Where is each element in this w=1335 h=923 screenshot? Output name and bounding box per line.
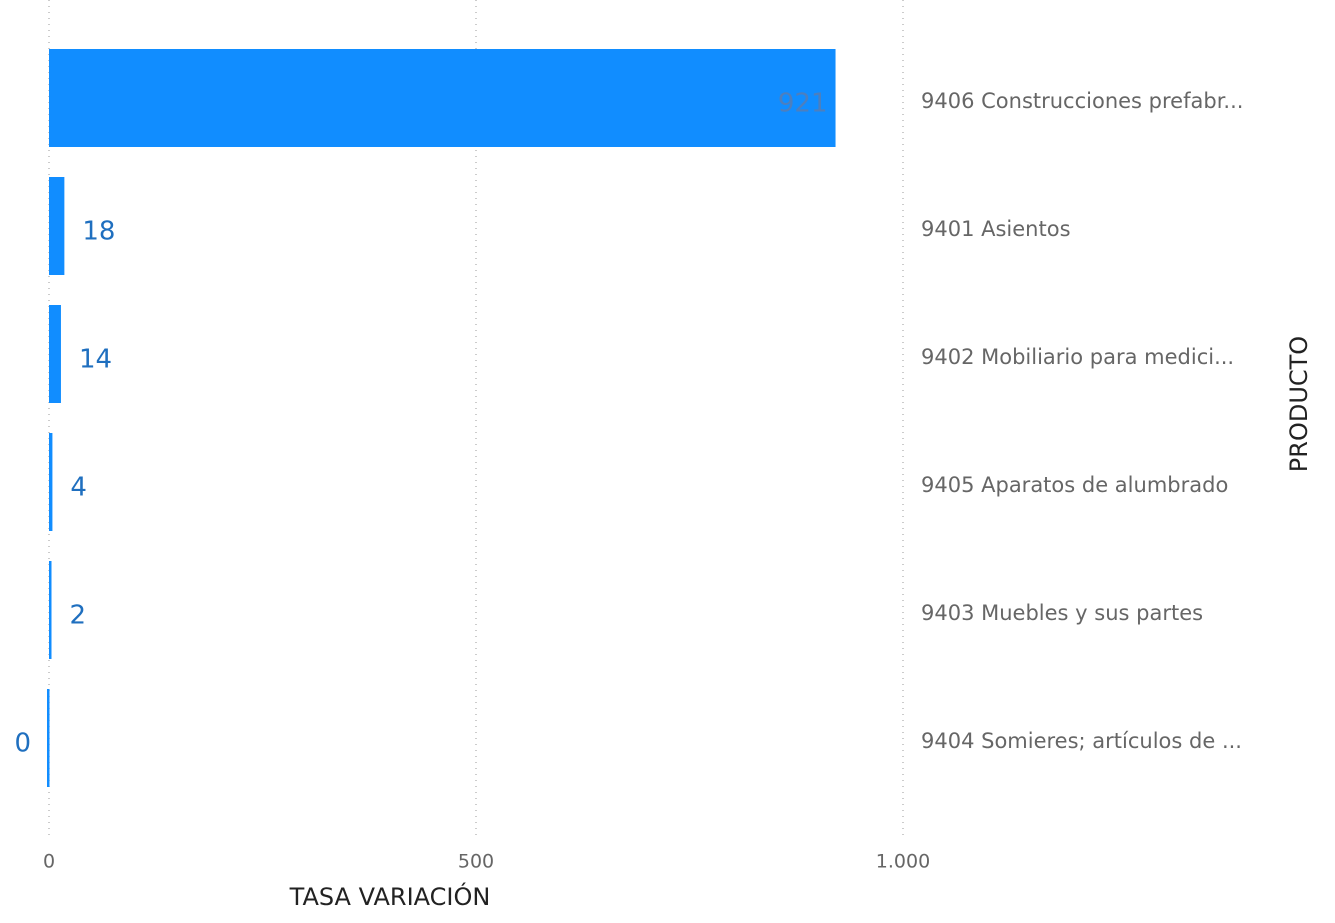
bar <box>49 49 836 147</box>
x-tick-label: 1.000 <box>876 851 930 873</box>
category-label: 9402 Mobiliario para medici... <box>921 345 1234 369</box>
bar <box>49 177 65 275</box>
value-label: 0 <box>14 729 31 759</box>
bar <box>49 305 61 403</box>
category-label: 9406 Construcciones prefabr... <box>921 89 1243 113</box>
category-label: 9405 Aparatos de alumbrado <box>921 473 1228 497</box>
value-label: 2 <box>70 601 87 631</box>
x-tick-label: 500 <box>458 851 494 873</box>
bar <box>49 433 53 531</box>
category-label: 9403 Muebles y sus partes <box>921 601 1203 625</box>
category-label: 9404 Somieres; artículos de ... <box>921 729 1242 753</box>
value-label: 921 <box>778 89 828 119</box>
x-axis-title: TASA VARIACIÓN <box>289 881 491 911</box>
y-axis-title: PRODUCTO <box>1285 336 1313 472</box>
category-label: 9401 Asientos <box>921 217 1071 241</box>
bar <box>47 689 50 787</box>
value-label: 18 <box>82 217 115 247</box>
value-label: 14 <box>79 345 112 375</box>
x-tick-label: 0 <box>43 851 55 873</box>
bar <box>49 561 52 659</box>
value-label: 4 <box>70 473 87 503</box>
